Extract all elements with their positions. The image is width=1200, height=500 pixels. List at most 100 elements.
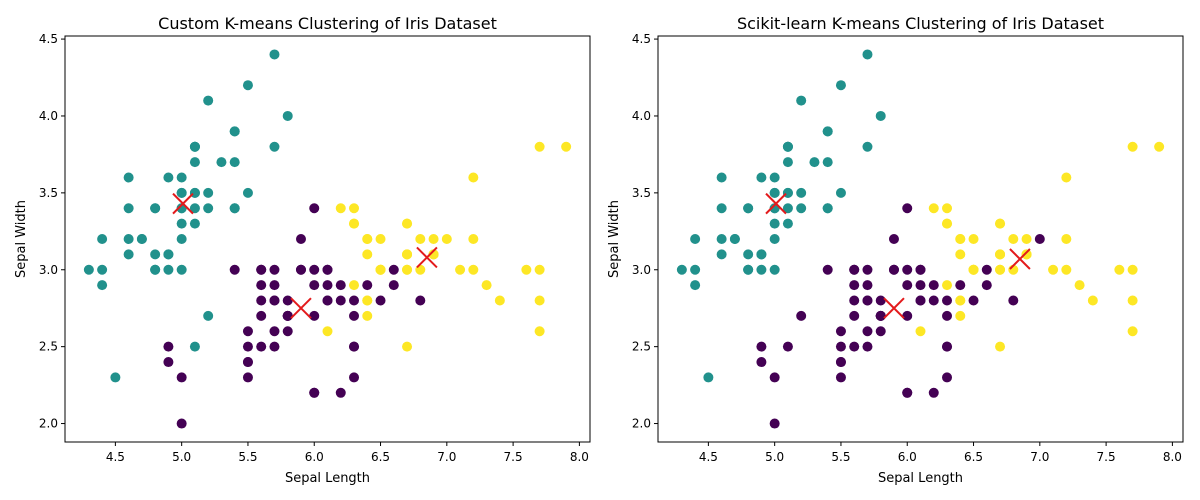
data-point: [176, 418, 187, 429]
data-point: [756, 249, 767, 260]
data-point: [862, 341, 873, 352]
x-tick-label: 5.5: [831, 450, 850, 464]
data-point: [176, 372, 187, 383]
y-tick-label: 3.0: [632, 263, 651, 277]
data-point: [269, 341, 280, 352]
data-point: [402, 218, 413, 229]
data-point: [402, 341, 413, 352]
data-point: [256, 310, 267, 321]
data-point: [968, 264, 979, 275]
data-point: [915, 264, 926, 275]
data-point: [782, 218, 793, 229]
data-point: [875, 310, 886, 321]
data-point: [189, 203, 200, 214]
data-point: [690, 264, 701, 275]
data-point: [242, 326, 253, 337]
x-tick-label: 7.0: [437, 450, 456, 464]
data-point: [123, 172, 134, 183]
data-point: [242, 80, 253, 91]
data-point: [995, 341, 1006, 352]
data-point: [468, 172, 479, 183]
x-tick-label: 6.5: [371, 450, 390, 464]
data-point: [822, 264, 833, 275]
data-point: [176, 234, 187, 244]
data-point: [349, 218, 360, 229]
data-point: [995, 249, 1006, 260]
data-point: [534, 326, 545, 337]
data-point: [335, 203, 346, 214]
data-point: [968, 234, 979, 244]
data-point: [295, 264, 306, 275]
data-point: [716, 172, 727, 183]
y-tick-label: 2.0: [632, 417, 651, 431]
data-point: [534, 264, 545, 275]
data-point: [942, 280, 953, 291]
data-point: [928, 295, 939, 306]
data-point: [494, 295, 505, 306]
data-point: [163, 357, 174, 368]
x-tick-label: 7.0: [1030, 450, 1049, 464]
data-point: [835, 341, 846, 352]
chart-title: Scikit-learn K-means Clustering of Iris …: [737, 14, 1104, 33]
data-point: [822, 126, 833, 137]
data-point: [203, 95, 214, 106]
data-point: [928, 203, 939, 214]
data-point: [796, 203, 807, 214]
data-point: [176, 172, 187, 183]
y-tick-label: 3.5: [632, 186, 651, 200]
data-point: [295, 234, 306, 244]
data-point: [97, 280, 108, 291]
x-tick-label: 6.0: [898, 450, 917, 464]
data-point: [928, 280, 939, 291]
data-point: [561, 141, 572, 152]
data-point: [875, 326, 886, 337]
left-chart: Custom K-means Clustering of Iris Datase…: [14, 14, 591, 486]
data-point: [441, 234, 452, 244]
data-point: [335, 280, 346, 291]
plot-area: 4.5 5.0 5.5 6.0 6.5 7.0 7.5 8.0 2.0 2.5 3.0 3.5 4.0 4…: [39, 32, 591, 464]
data-point: [743, 249, 754, 260]
data-point: [835, 80, 846, 91]
y-tick-label: 2.5: [39, 340, 58, 354]
x-tick-label: 4.5: [106, 450, 125, 464]
data-point: [809, 157, 820, 168]
data-point: [1127, 141, 1138, 152]
data-point: [849, 264, 860, 275]
data-point: [176, 218, 187, 229]
data-point: [849, 310, 860, 321]
data-point: [322, 295, 333, 306]
x-tick-label: 4.5: [699, 450, 718, 464]
axes-frame: [657, 35, 1184, 443]
data-point: [242, 341, 253, 352]
data-point: [309, 203, 320, 214]
data-point: [189, 157, 200, 168]
x-tick-label: 6.5: [964, 450, 983, 464]
data-point: [189, 341, 200, 352]
data-point: [242, 357, 253, 368]
data-point: [309, 280, 320, 291]
data-point: [349, 310, 360, 321]
data-point: [822, 203, 833, 214]
data-point: [256, 264, 267, 275]
data-point: [415, 295, 426, 306]
centroid-marker: [290, 297, 312, 319]
data-point: [888, 264, 899, 275]
y-tick-label: 4.0: [39, 109, 58, 123]
data-point: [362, 280, 373, 291]
data-point: [729, 234, 740, 244]
data-point: [862, 280, 873, 291]
data-point: [902, 264, 913, 275]
data-point: [769, 234, 780, 244]
data-point: [942, 372, 953, 383]
data-point: [955, 310, 966, 321]
data-point: [822, 157, 833, 168]
data-point: [203, 203, 214, 214]
data-point: [1008, 295, 1019, 306]
data-point: [769, 418, 780, 429]
y-tick-label: 2.5: [632, 340, 651, 354]
data-point: [756, 357, 767, 368]
data-point: [150, 203, 161, 214]
data-point: [388, 264, 399, 275]
data-point: [402, 264, 413, 275]
